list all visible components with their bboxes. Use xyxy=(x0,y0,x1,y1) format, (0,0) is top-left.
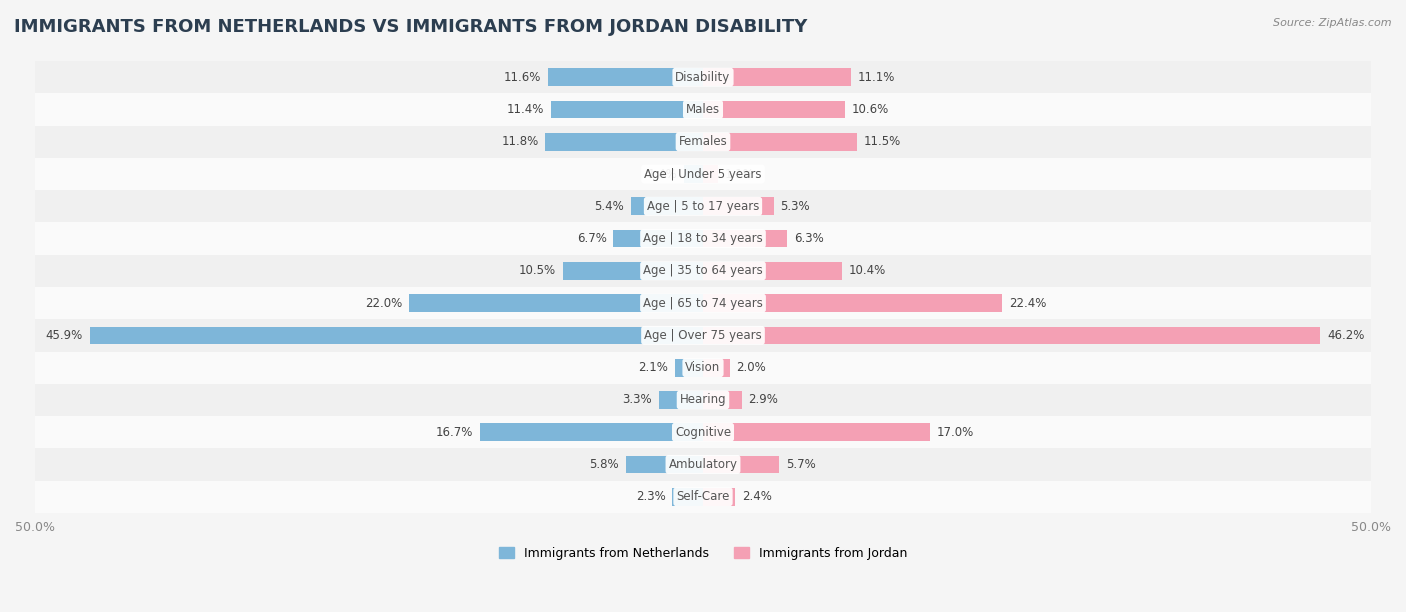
Bar xyxy=(703,327,1320,345)
Text: 2.9%: 2.9% xyxy=(748,394,779,406)
Text: 45.9%: 45.9% xyxy=(46,329,83,342)
Text: 10.5%: 10.5% xyxy=(519,264,555,277)
Text: 2.4%: 2.4% xyxy=(742,490,772,503)
Text: 11.8%: 11.8% xyxy=(502,135,538,148)
Bar xyxy=(35,480,1371,513)
Bar xyxy=(546,133,703,151)
Text: Ambulatory: Ambulatory xyxy=(668,458,738,471)
Text: 22.0%: 22.0% xyxy=(366,297,402,310)
Text: Age | 35 to 64 years: Age | 35 to 64 years xyxy=(643,264,763,277)
Legend: Immigrants from Netherlands, Immigrants from Jordan: Immigrants from Netherlands, Immigrants … xyxy=(494,542,912,565)
Bar xyxy=(703,100,845,118)
Bar xyxy=(703,69,851,86)
Text: 5.3%: 5.3% xyxy=(780,200,810,213)
Bar xyxy=(35,255,1371,287)
Text: Source: ZipAtlas.com: Source: ZipAtlas.com xyxy=(1274,18,1392,28)
Text: 17.0%: 17.0% xyxy=(936,426,974,439)
Text: Vision: Vision xyxy=(685,361,721,374)
Text: 11.1%: 11.1% xyxy=(858,71,896,84)
Bar xyxy=(631,198,703,215)
Text: IMMIGRANTS FROM NETHERLANDS VS IMMIGRANTS FROM JORDAN DISABILITY: IMMIGRANTS FROM NETHERLANDS VS IMMIGRANT… xyxy=(14,18,807,36)
Bar xyxy=(35,222,1371,255)
Text: 2.1%: 2.1% xyxy=(638,361,668,374)
Bar xyxy=(703,230,787,247)
Text: Age | Under 5 years: Age | Under 5 years xyxy=(644,168,762,181)
Bar xyxy=(613,230,703,247)
Text: 10.4%: 10.4% xyxy=(849,264,886,277)
Text: 2.3%: 2.3% xyxy=(636,490,665,503)
Bar xyxy=(672,488,703,506)
Bar xyxy=(703,359,730,376)
Text: Age | 5 to 17 years: Age | 5 to 17 years xyxy=(647,200,759,213)
Text: 10.6%: 10.6% xyxy=(851,103,889,116)
Text: 16.7%: 16.7% xyxy=(436,426,474,439)
Bar xyxy=(685,165,703,183)
Text: Males: Males xyxy=(686,103,720,116)
Bar xyxy=(479,424,703,441)
Bar xyxy=(703,424,931,441)
Bar xyxy=(35,125,1371,158)
Bar xyxy=(548,69,703,86)
Text: Age | 65 to 74 years: Age | 65 to 74 years xyxy=(643,297,763,310)
Text: Cognitive: Cognitive xyxy=(675,426,731,439)
Text: Females: Females xyxy=(679,135,727,148)
Bar xyxy=(703,488,735,506)
Bar xyxy=(409,294,703,312)
Bar xyxy=(35,94,1371,125)
Bar xyxy=(551,100,703,118)
Text: 11.5%: 11.5% xyxy=(863,135,901,148)
Text: 46.2%: 46.2% xyxy=(1327,329,1364,342)
Bar xyxy=(703,165,717,183)
Text: Disability: Disability xyxy=(675,71,731,84)
Text: 5.7%: 5.7% xyxy=(786,458,815,471)
Text: 3.3%: 3.3% xyxy=(623,394,652,406)
Text: 6.7%: 6.7% xyxy=(576,232,607,245)
Bar xyxy=(703,198,773,215)
Bar xyxy=(35,351,1371,384)
Text: 1.1%: 1.1% xyxy=(724,168,754,181)
Bar xyxy=(35,61,1371,94)
Text: 2.0%: 2.0% xyxy=(737,361,766,374)
Text: 6.3%: 6.3% xyxy=(794,232,824,245)
Text: Age | Over 75 years: Age | Over 75 years xyxy=(644,329,762,342)
Bar xyxy=(35,287,1371,319)
Text: 22.4%: 22.4% xyxy=(1010,297,1046,310)
Bar xyxy=(659,391,703,409)
Text: 5.8%: 5.8% xyxy=(589,458,619,471)
Text: 11.6%: 11.6% xyxy=(503,71,541,84)
Bar xyxy=(626,455,703,473)
Bar xyxy=(35,384,1371,416)
Text: Age | 18 to 34 years: Age | 18 to 34 years xyxy=(643,232,763,245)
Bar xyxy=(703,294,1002,312)
Text: 5.4%: 5.4% xyxy=(595,200,624,213)
Bar xyxy=(35,449,1371,480)
Bar xyxy=(703,455,779,473)
Bar xyxy=(562,262,703,280)
Text: 1.4%: 1.4% xyxy=(648,168,678,181)
Bar xyxy=(703,391,742,409)
Bar xyxy=(35,319,1371,351)
Bar xyxy=(703,262,842,280)
Text: Hearing: Hearing xyxy=(679,394,727,406)
Text: Self-Care: Self-Care xyxy=(676,490,730,503)
Bar xyxy=(675,359,703,376)
Bar xyxy=(35,416,1371,449)
Bar xyxy=(90,327,703,345)
Bar xyxy=(35,190,1371,222)
Text: 11.4%: 11.4% xyxy=(506,103,544,116)
Bar xyxy=(35,158,1371,190)
Bar xyxy=(703,133,856,151)
